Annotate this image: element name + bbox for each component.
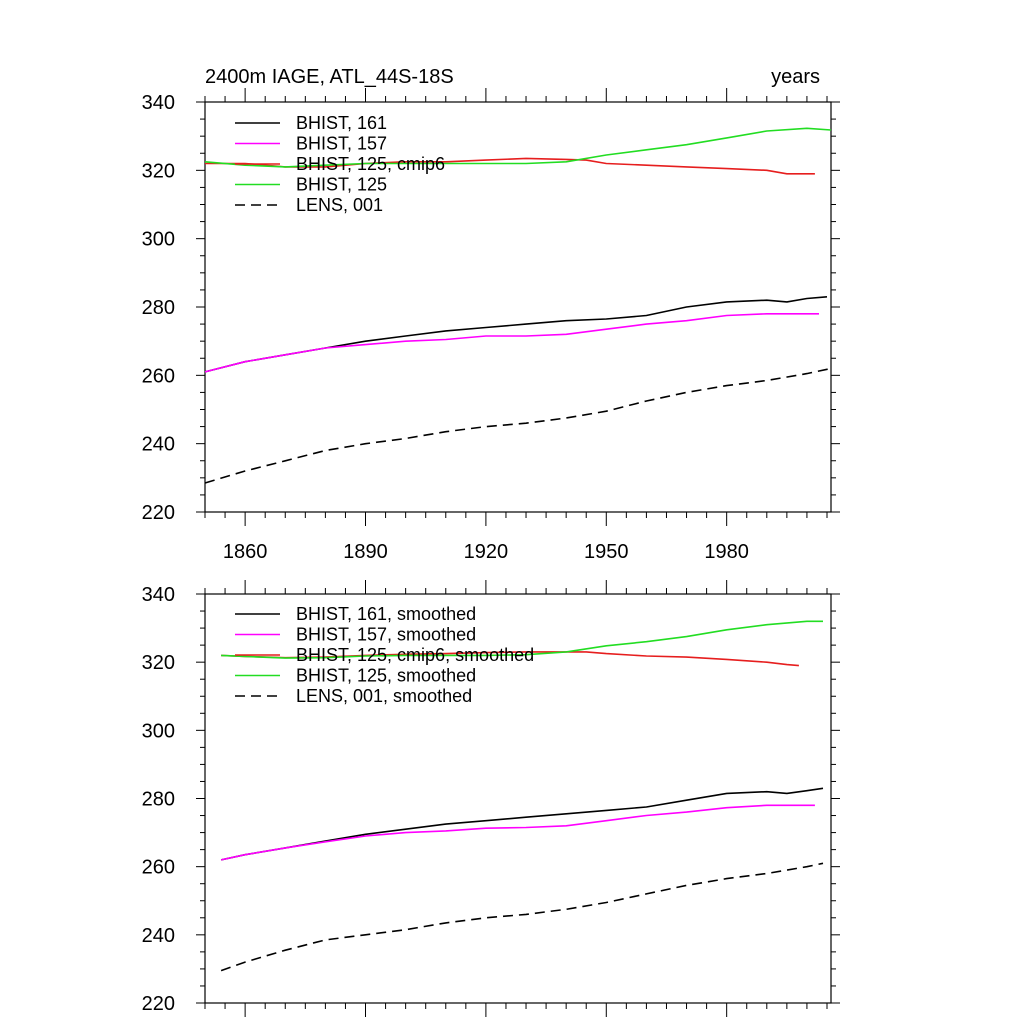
y-tick-label: 220 bbox=[142, 993, 175, 1015]
y-tick-label: 340 bbox=[142, 92, 175, 114]
legend-label-1: BHIST, 157, smoothed bbox=[296, 625, 476, 645]
top-panel-units: years bbox=[771, 66, 820, 88]
y-tick-label: 260 bbox=[142, 857, 175, 879]
series-line-0 bbox=[204, 296, 828, 373]
legend-label-4: LENS, 001 bbox=[296, 195, 383, 215]
x-tick-label: 1980 bbox=[704, 541, 749, 563]
y-tick-label: 260 bbox=[142, 365, 175, 387]
legend-label-4: LENS, 001, smoothed bbox=[296, 686, 472, 706]
x-tick-label: 1890 bbox=[343, 541, 388, 563]
legend-label-0: BHIST, 161, smoothed bbox=[296, 604, 476, 624]
top-panel-title: 2400m IAGE, ATL_44S-18S bbox=[205, 66, 454, 88]
legend-label-0: BHIST, 161 bbox=[296, 113, 387, 133]
y-tick-label: 300 bbox=[142, 229, 175, 251]
top-panel: 2400m IAGE, ATL_44S-18S years 220 240 260 2… bbox=[142, 66, 840, 563]
series-line-3 bbox=[204, 127, 832, 168]
bottom-panel: 220 240 260 280 300 320 340 BHIST, 161, smoothe… bbox=[142, 580, 840, 1017]
series-line-1 bbox=[204, 312, 819, 373]
x-tick-label: 1860 bbox=[223, 541, 268, 563]
series-line-2 bbox=[205, 157, 815, 175]
y-tick-label: 300 bbox=[142, 720, 175, 742]
series-line-3 bbox=[221, 620, 823, 659]
y-tick-label: 340 bbox=[142, 584, 175, 606]
y-tick-label: 280 bbox=[142, 297, 175, 319]
series-line-4 bbox=[204, 367, 832, 484]
y-tick-label: 240 bbox=[142, 434, 175, 456]
series-line-1 bbox=[220, 804, 815, 861]
x-tick-label: 1920 bbox=[464, 541, 509, 563]
legend-label-3: BHIST, 125 bbox=[296, 175, 387, 195]
legend-label-3: BHIST, 125, smoothed bbox=[296, 666, 476, 686]
x-tick-label: 1950 bbox=[584, 541, 629, 563]
legend-label-1: BHIST, 157 bbox=[296, 134, 387, 154]
y-tick-label: 320 bbox=[142, 652, 175, 674]
y-tick-label: 280 bbox=[142, 789, 175, 811]
legend-label-2: BHIST, 125, cmip6 bbox=[296, 154, 445, 174]
y-tick-label: 240 bbox=[142, 925, 175, 947]
series-line-0 bbox=[220, 787, 824, 861]
legend-label-2: BHIST, 125, cmip6, smoothed bbox=[296, 645, 534, 665]
y-tick-label: 320 bbox=[142, 160, 175, 182]
series-line-4 bbox=[220, 862, 824, 972]
y-tick-label: 220 bbox=[142, 502, 175, 524]
